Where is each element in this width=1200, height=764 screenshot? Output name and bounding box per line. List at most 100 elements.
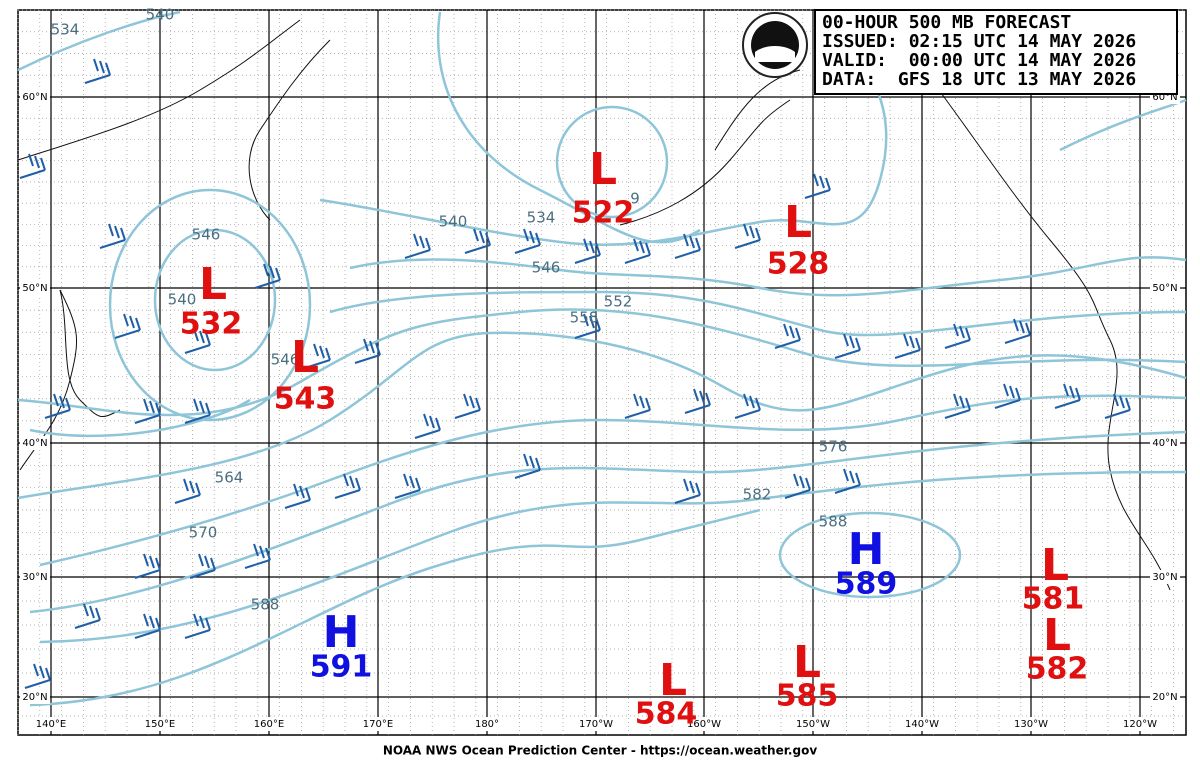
barb-flag [689, 480, 695, 494]
barb-staff [574, 329, 601, 339]
barb-flag [205, 617, 211, 631]
center-value: 589 [835, 567, 898, 602]
barb-flag [205, 332, 211, 346]
barb-flag [375, 342, 381, 356]
lat-label: 20°N [1152, 692, 1177, 703]
barb-flag [699, 390, 705, 404]
barb-flag [843, 333, 849, 347]
center-value: 585 [776, 679, 839, 714]
barb-flag [253, 543, 259, 557]
contour [436, 11, 701, 244]
barb-flag [65, 397, 71, 411]
barb-flag [915, 337, 921, 351]
contour [555, 105, 669, 219]
lat-label: 40°N [1152, 438, 1177, 449]
barb-flag [105, 62, 111, 76]
barb-staff [624, 254, 651, 264]
label-bg [141, 717, 179, 731]
contour [17, 10, 181, 72]
center-value: 528 [767, 247, 830, 282]
barb-flag [695, 482, 701, 496]
barb-staff [254, 279, 281, 289]
contour [349, 256, 1187, 297]
center-letter: L [199, 259, 227, 310]
barb-flag [783, 323, 789, 337]
contour-label: 588 [251, 596, 280, 614]
barb-flag [129, 315, 135, 329]
barb-flag [120, 227, 126, 241]
contour [17, 308, 1187, 417]
barb-flag [293, 483, 299, 497]
barb-flag [755, 397, 761, 411]
barb-flag [143, 613, 149, 627]
coastline [59, 289, 121, 418]
contour [17, 331, 1187, 500]
contour-label: 588 [819, 513, 848, 531]
barb-staff [184, 344, 211, 354]
header-line: 00-HOUR 500 MB FORECAST [822, 12, 1071, 33]
contour [329, 290, 1187, 337]
lon-label: 140°E [36, 719, 66, 730]
label-bg [20, 90, 50, 104]
lat-label: 60°N [22, 92, 47, 103]
center-letter: L [659, 655, 687, 706]
barb-flag [198, 553, 204, 567]
barb-flag [89, 605, 95, 619]
contour-label: 534 [51, 21, 80, 39]
barb-flag [583, 238, 589, 252]
barb-flag [419, 235, 425, 249]
barb-flag [363, 338, 369, 352]
contour [29, 398, 251, 438]
contour-label: 540 [168, 291, 197, 309]
barb-flag [403, 473, 409, 487]
label-bg [1150, 281, 1180, 295]
contour-label: 9 [630, 190, 640, 208]
barb-flag [695, 237, 701, 251]
barb-flag [143, 553, 149, 567]
lat-label: 30°N [1152, 572, 1177, 583]
barb-flag [1113, 393, 1119, 407]
barb-flag [595, 242, 601, 256]
barb-flag [143, 398, 149, 412]
label-bg [468, 717, 506, 731]
barb-staff [574, 254, 601, 264]
lon-label: 160°E [254, 719, 284, 730]
lat-label: 20°N [22, 692, 47, 703]
barb-staff [804, 189, 831, 199]
barb-flag [855, 472, 861, 486]
center-value: 522 [572, 196, 635, 231]
barb-flag [819, 175, 825, 189]
barb-flag [683, 478, 689, 492]
lon-label: 120°W [1123, 719, 1157, 730]
barb-flag [305, 487, 311, 501]
barb-flag [1019, 320, 1025, 334]
barb-flag [149, 615, 155, 629]
barb-flag [529, 455, 535, 469]
barb-flag [343, 473, 349, 487]
wind-barbs [19, 58, 1131, 689]
barb-staff [304, 359, 331, 369]
contour-label: 552 [604, 293, 633, 311]
label-bg [32, 717, 70, 731]
lon-label: 180° [475, 719, 499, 730]
label-bg [1150, 690, 1180, 704]
barb-flag [849, 470, 855, 484]
barb-flag [99, 60, 105, 74]
barb-flag [479, 230, 485, 244]
contour-label: 540 [439, 213, 468, 231]
barb-staff [184, 629, 211, 639]
barb-staff [774, 339, 801, 349]
contour-label: 540 [146, 6, 175, 24]
barb-staff [134, 569, 161, 579]
barb-flag [355, 477, 361, 491]
lat-label: 60°N [1152, 92, 1177, 103]
barb-flag [319, 345, 325, 359]
barb-flag [39, 665, 45, 679]
barb-flag [825, 177, 831, 191]
barb-flag [199, 330, 205, 344]
label-bg [1150, 436, 1180, 450]
center-letter: L [784, 197, 812, 248]
center-letter: L [291, 332, 319, 383]
contour [778, 511, 962, 599]
barb-flag [959, 395, 965, 409]
